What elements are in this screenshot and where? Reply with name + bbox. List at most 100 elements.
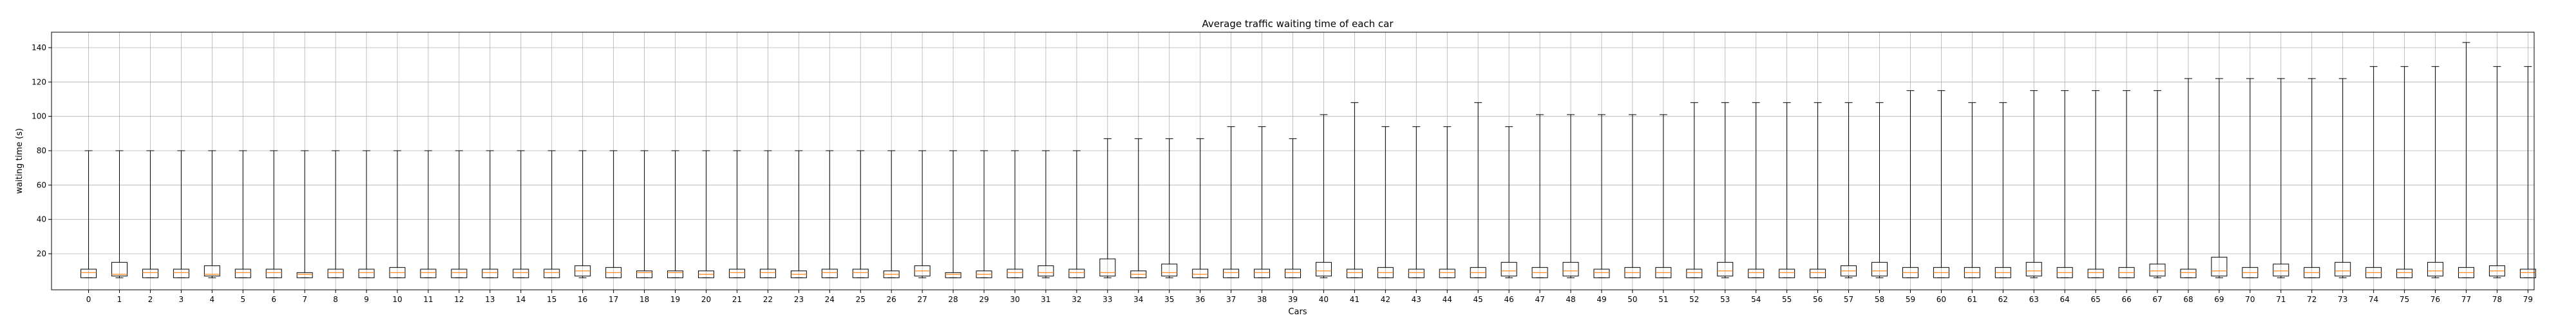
box-77 <box>2458 42 2475 278</box>
box-body <box>1223 269 1240 278</box>
box-body <box>544 269 560 278</box>
x-tick-label: 21 <box>732 295 742 304</box>
box-41 <box>1346 102 1363 278</box>
box-24 <box>821 150 838 278</box>
x-tick-label: 4 <box>210 295 215 304</box>
box-body <box>234 269 251 278</box>
box-35 <box>1161 138 1178 278</box>
x-tick-label: 31 <box>1041 295 1050 304</box>
x-tick-label: 62 <box>1998 295 2008 304</box>
box-39 <box>1285 138 1301 278</box>
box-38 <box>1254 126 1271 278</box>
x-tick-label: 70 <box>2245 295 2255 304</box>
box-body <box>1717 261 1734 277</box>
x-tick-label: 40 <box>1319 295 1329 304</box>
x-tick-label: 27 <box>917 295 927 304</box>
box-51 <box>1655 114 1672 278</box>
box-40 <box>1315 114 1332 278</box>
x-tick-label: 63 <box>2029 295 2039 304</box>
box-body <box>2519 269 2536 278</box>
x-tick-label: 46 <box>1504 295 1513 304</box>
box-10 <box>389 150 406 278</box>
box-62 <box>1994 102 2011 278</box>
box-55 <box>1779 102 1795 278</box>
x-tick-label: 74 <box>2369 295 2378 304</box>
x-tick-label: 76 <box>2430 295 2440 304</box>
x-axis-label: Cars <box>1288 307 1307 317</box>
box-body <box>2427 261 2444 277</box>
x-tick-label: 23 <box>794 295 804 304</box>
box-8 <box>327 150 344 278</box>
x-tick-label: 67 <box>2152 295 2162 304</box>
box-26 <box>883 150 900 278</box>
box-29 <box>976 150 992 278</box>
x-tick-label: 33 <box>1103 295 1112 304</box>
x-tick-label: 66 <box>2121 295 2131 304</box>
box-50 <box>1624 114 1641 278</box>
x-tick-label: 2 <box>148 295 153 304</box>
box-79 <box>2519 66 2536 278</box>
box-body <box>327 269 344 278</box>
x-tick-label: 25 <box>856 295 866 304</box>
box-body <box>636 270 653 278</box>
y-tick-label: 100 <box>32 112 46 121</box>
x-tick-label: 65 <box>2091 295 2101 304</box>
x-tick-label: 5 <box>240 295 245 304</box>
x-tick-label: 41 <box>1350 295 1359 304</box>
x-tick-label: 11 <box>423 295 433 304</box>
x-tick-label: 48 <box>1566 295 1575 304</box>
box-body <box>1562 261 1579 277</box>
plot-frame <box>51 32 2535 290</box>
box-58 <box>1871 102 1888 278</box>
x-tick-label: 24 <box>825 295 835 304</box>
box-11 <box>420 150 437 278</box>
box-48 <box>1562 114 1579 278</box>
box-45 <box>1470 102 1486 278</box>
x-tick-label: 37 <box>1226 295 1236 304</box>
x-tick-label: 45 <box>1473 295 1483 304</box>
box-78 <box>2488 66 2505 278</box>
box-18 <box>636 150 653 278</box>
x-tick-label: 34 <box>1133 295 1143 304</box>
box-76 <box>2427 66 2444 278</box>
box-47 <box>1531 114 1548 278</box>
box-body <box>111 261 128 277</box>
box-34 <box>1130 138 1147 278</box>
box-body <box>1408 269 1425 278</box>
box-body <box>1501 261 1517 277</box>
box-70 <box>2242 78 2259 278</box>
box-44 <box>1439 126 1455 278</box>
boxes <box>80 42 2536 278</box>
box-body <box>1686 269 1703 278</box>
x-tick-label: 59 <box>1906 295 1915 304</box>
box-body <box>173 269 189 278</box>
box-71 <box>2273 78 2289 278</box>
x-tick-label: 56 <box>1813 295 1823 304</box>
x-tick-label: 8 <box>333 295 338 304</box>
x-tick-label: 6 <box>271 295 276 304</box>
box-body <box>142 269 158 278</box>
x-tick-label: 44 <box>1443 295 1452 304</box>
y-tick-label: 60 <box>37 180 46 189</box>
box-52 <box>1686 102 1703 278</box>
box-body <box>1192 269 1209 278</box>
y-tick-label: 120 <box>32 77 46 86</box>
box-body <box>2025 261 2042 277</box>
x-tick-label: 43 <box>1412 295 1421 304</box>
box-54 <box>1748 102 1765 278</box>
x-tick-label: 22 <box>763 295 773 304</box>
box-body <box>1007 269 1023 278</box>
x-tick-label: 68 <box>2183 295 2193 304</box>
y-tick-label: 140 <box>32 43 46 52</box>
box-body <box>1779 269 1795 278</box>
x-tick-label: 14 <box>516 295 526 304</box>
x-tick-label: 36 <box>1195 295 1205 304</box>
x-tick-label: 19 <box>670 295 680 304</box>
box-15 <box>544 150 560 278</box>
box-63 <box>2025 90 2042 278</box>
box-body <box>2149 263 2166 277</box>
box-13 <box>482 150 498 278</box>
box-body <box>80 269 97 278</box>
x-tick-label: 54 <box>1751 295 1761 304</box>
